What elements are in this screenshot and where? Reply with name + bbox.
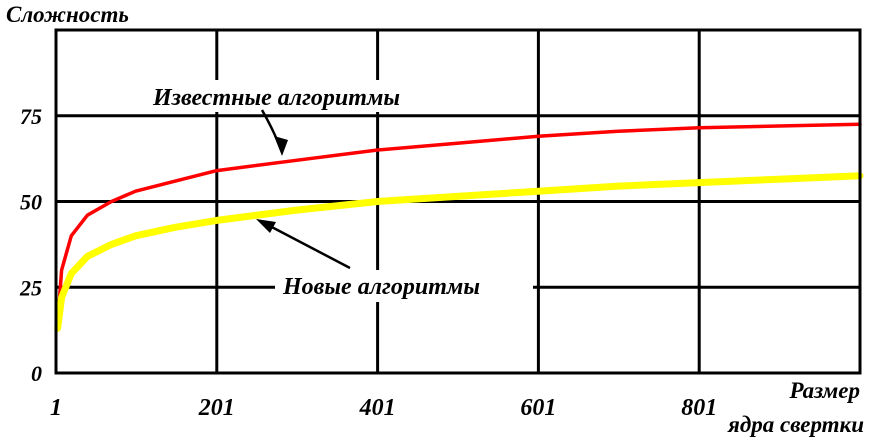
arrow-to-new-head [256, 219, 276, 233]
series-layer [54, 122, 864, 332]
x-tick-label-601: 601 [520, 395, 556, 421]
y-tick-label-25: 25 [19, 275, 42, 300]
y-axis-label: Сложность [6, 2, 129, 27]
series-label-known: Известные алгоритмы [152, 85, 400, 111]
label-new-background [275, 270, 533, 302]
y-tick-label-75: 75 [20, 104, 42, 129]
label-known-background [148, 80, 460, 112]
arrow-to-new-line [265, 222, 351, 270]
x-tick-label-801: 801 [681, 395, 717, 421]
x-axis-label-line2: ядра свертки [727, 412, 864, 437]
x-axis-label-line1: Размер [788, 378, 860, 403]
tick-labels: 1 201 401 601 801 0 25 50 75 [19, 104, 717, 421]
x-tick-label-1: 1 [50, 395, 62, 421]
series-known-algorithms [55, 122, 862, 327]
series-label-new: Новые алгоритмы [282, 274, 480, 300]
y-tick-label-50: 50 [20, 190, 42, 215]
arrow-to-known-head [274, 136, 288, 156]
x-tick-label-201: 201 [198, 395, 235, 421]
x-tick-label-401: 401 [359, 395, 396, 421]
annotations: Известные алгоритмы Новые алгоритмы [148, 80, 533, 302]
series-new-algorithms [54, 172, 864, 332]
plot-frame [54, 28, 862, 375]
y-tick-label-0: 0 [31, 361, 42, 386]
